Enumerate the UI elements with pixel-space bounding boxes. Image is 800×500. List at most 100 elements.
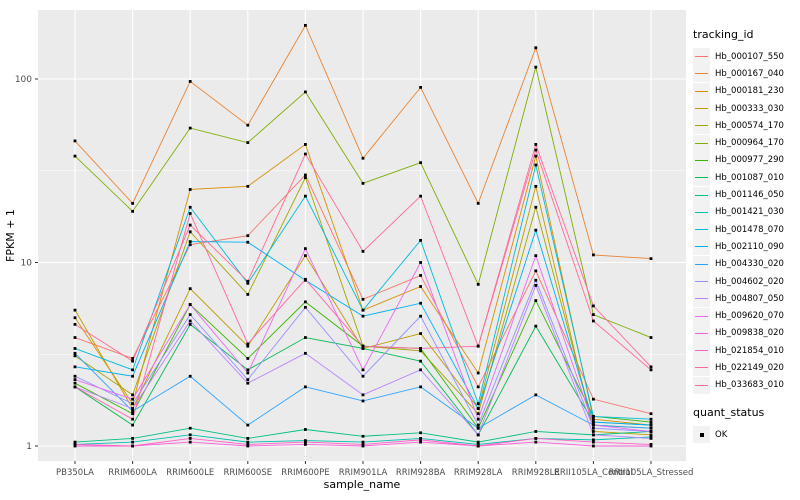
data-point (592, 304, 595, 308)
data-point (131, 368, 134, 372)
data-point (361, 347, 365, 350)
x-tick-label: RRII105LA_Stressed (609, 468, 694, 478)
data-point (361, 393, 365, 397)
data-point (246, 437, 250, 440)
data-point (73, 440, 77, 444)
data-point (188, 230, 192, 234)
data-point (304, 440, 307, 444)
legend-item: Hb_009838_020 (693, 324, 799, 342)
data-point (73, 322, 77, 326)
data-point (131, 409, 134, 413)
data-point (592, 397, 595, 401)
legend-title-tracking-id: tracking_id (693, 28, 754, 41)
data-point (592, 440, 595, 444)
y-tick-label: 100 (15, 75, 32, 85)
legend-item: Hb_001146_050 (693, 186, 799, 204)
data-point (188, 212, 192, 215)
legend-label: Hb_001146_050 (715, 190, 784, 201)
data-point (188, 243, 192, 247)
data-point (476, 423, 480, 427)
legend-label: Hb_022149_020 (715, 362, 784, 373)
legend-key (693, 238, 710, 256)
data-point (73, 381, 77, 385)
data-point (534, 430, 538, 433)
data-point (304, 176, 307, 180)
legend: tracking_id Hb_000107_550 Hb_000167_040 Hb… (693, 28, 799, 444)
data-point (649, 435, 653, 439)
data-point (649, 412, 653, 416)
data-point (534, 393, 538, 397)
data-point (419, 440, 422, 444)
legend-item: Hb_000167_040 (693, 65, 799, 83)
data-point (534, 284, 538, 287)
data-point (188, 188, 192, 191)
legend-label: Hb_002110_090 (715, 241, 784, 252)
data-point (534, 46, 538, 50)
data-point (476, 201, 480, 205)
legend-item: Hb_021854_010 (693, 342, 799, 360)
legend-label: Hb_021854_010 (715, 345, 784, 356)
data-point (246, 293, 250, 296)
data-point (592, 313, 595, 317)
data-point (246, 378, 250, 382)
data-point (73, 374, 77, 378)
series-color-line (695, 298, 708, 300)
data-point (419, 314, 422, 318)
data-point (246, 184, 250, 188)
data-point (534, 278, 538, 282)
data-point (534, 65, 538, 69)
x-tick-label: RRIM901LA (339, 468, 388, 478)
data-point (188, 319, 192, 323)
data-point (131, 201, 134, 205)
series-color-line (695, 332, 708, 334)
data-point (131, 374, 134, 378)
legend-title-quant-status: quant_status (693, 405, 765, 419)
data-point (188, 426, 192, 430)
legend-label: Hb_001421_030 (715, 207, 784, 218)
data-point (304, 385, 307, 389)
legend-key (693, 359, 710, 377)
legend-key (693, 117, 710, 135)
data-point (476, 444, 480, 448)
data-point (361, 444, 365, 448)
data-point (131, 359, 134, 363)
x-axis-title: sample_name (324, 478, 401, 491)
data-point (361, 440, 365, 444)
legend-key (693, 203, 710, 221)
data-point (361, 297, 365, 301)
data-point (534, 184, 538, 188)
data-point (246, 279, 250, 283)
data-point (304, 247, 307, 251)
data-point (361, 368, 365, 372)
data-point (649, 443, 653, 446)
data-point (246, 444, 250, 448)
data-point (476, 385, 480, 389)
series-color-line (695, 90, 708, 92)
legend-item-ok: OK (693, 426, 799, 444)
legend-key (693, 290, 710, 308)
data-point (304, 428, 307, 431)
data-point (476, 440, 480, 444)
data-point (73, 443, 77, 446)
data-point (476, 371, 480, 375)
data-point (304, 90, 307, 94)
data-point (361, 156, 365, 160)
legend-key (693, 151, 710, 169)
data-point (649, 420, 653, 424)
data-point (592, 414, 595, 418)
data-point (131, 402, 134, 406)
legend-label: Hb_000333_030 (715, 103, 784, 114)
data-point (304, 336, 307, 339)
legend-label: Hb_004330_020 (715, 259, 784, 270)
legend-label: Hb_000574_170 (715, 120, 784, 131)
data-point (361, 443, 365, 446)
data-point (246, 141, 250, 145)
series-color-line (695, 56, 708, 58)
data-point (188, 223, 192, 227)
legend-key (693, 324, 710, 342)
data-point (476, 417, 480, 421)
data-point (476, 412, 480, 416)
data-point (304, 305, 307, 309)
legend-item: Hb_001478_070 (693, 221, 799, 239)
legend-item: Hb_001087_010 (693, 169, 799, 187)
